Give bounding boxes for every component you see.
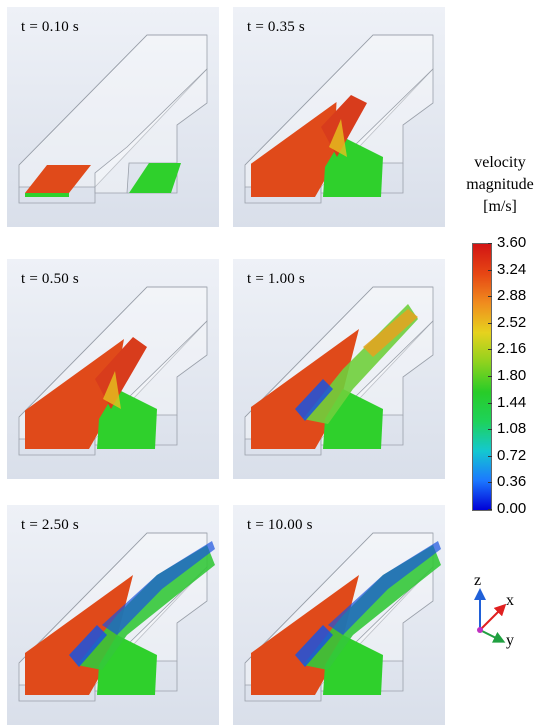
flow-geometry-1	[244, 34, 434, 204]
channel-edge	[18, 439, 96, 456]
colorbar-tick-mark	[488, 402, 492, 404]
channel-edge	[18, 685, 96, 702]
channel-edge	[244, 286, 433, 418]
main-flow-red	[251, 102, 337, 197]
flow-geometry-0	[18, 34, 208, 204]
low-velocity-region	[295, 379, 333, 421]
axis-y-label: y	[506, 632, 514, 649]
velocity-colorbar	[472, 243, 492, 511]
mixing-plume	[77, 545, 215, 670]
channel-edge	[244, 439, 322, 456]
flow-geometry-2	[18, 286, 208, 456]
colorbar-tick-mark	[488, 376, 492, 377]
colorbar-tick-mark	[488, 509, 492, 510]
colorbar-tick-label: 0.72	[497, 446, 527, 464]
flow-geometry-3	[244, 286, 434, 456]
channel-edge	[244, 685, 322, 702]
panel-t-0-10: t = 0.10 s	[7, 7, 219, 227]
panel-time-label: t = 1.00 s	[247, 271, 305, 287]
colorbar-tick-label: 0.36	[497, 473, 527, 491]
branch-inlet-flow	[129, 163, 181, 193]
legend-title-line-2: magnitude	[466, 176, 534, 193]
low-velocity-region	[295, 625, 333, 667]
inlet-edge	[25, 193, 69, 197]
colorbar-tick-mark	[488, 429, 492, 431]
panel-t-2-50: t = 2.50 s	[7, 505, 219, 725]
colorbar-tick-mark	[488, 269, 492, 271]
panel-t-0-35: t = 0.35 s	[233, 7, 445, 227]
main-inlet-flow	[25, 165, 91, 193]
axis-x-label: x	[506, 592, 514, 609]
wall-low-velocity	[328, 541, 441, 635]
channel-edge	[18, 34, 207, 166]
wall-low-velocity	[102, 541, 215, 635]
panel-time-label: t = 2.50 s	[21, 517, 79, 533]
axis-z-label: z	[474, 572, 482, 589]
colorbar-tick-mark	[488, 322, 492, 324]
colorbar-tick-label: 0.00	[497, 500, 527, 517]
legend-title-line-1: velocity	[474, 154, 526, 171]
colorbar-tick-label: 1.08	[497, 420, 527, 438]
channel-edge	[244, 187, 322, 204]
jet-shear-layer	[103, 371, 121, 409]
panel-time-label: t = 0.35 s	[247, 19, 305, 35]
colorbar-tick-label: 3.60	[497, 234, 527, 251]
mixing-plume	[303, 545, 441, 670]
panel-time-label: t = 0.50 s	[21, 271, 79, 287]
channel-edge	[244, 532, 433, 664]
colorbar-tick-mark	[488, 243, 492, 244]
colorbar-tick-label: 3.24	[497, 260, 527, 278]
axes-triad: z x y	[468, 570, 538, 655]
colorbar-tick-label: 1.44	[497, 393, 527, 411]
panel-t-1-00: t = 1.00 s	[233, 259, 445, 479]
branch-outline	[94, 68, 208, 194]
panel-t-10-00: t = 10.00 s	[233, 505, 445, 725]
colorbar-tick-mark	[488, 482, 492, 484]
panel-time-label: t = 0.10 s	[21, 19, 79, 35]
colorbar-tick-mark	[488, 349, 492, 351]
legend-title-line-3: [m/s]	[483, 198, 517, 215]
panel-time-label: t = 10.00 s	[247, 517, 313, 533]
channel-edge	[244, 34, 433, 166]
colorbar-tick-label: 2.88	[497, 287, 527, 305]
low-velocity-region	[69, 625, 107, 667]
colorbar-tick-label: 1.80	[497, 367, 527, 384]
jet-shear-layer	[329, 119, 347, 157]
colorbar-tick-mark	[488, 296, 492, 298]
channel-edge	[18, 286, 207, 418]
channel-edge	[18, 187, 96, 204]
panel-t-0-50: t = 0.50 s	[7, 259, 219, 479]
colorbar-tick-mark	[488, 455, 492, 457]
plume-fast-region	[363, 309, 418, 357]
colorbar-tick-label: 2.52	[497, 313, 527, 331]
axes-icon	[474, 588, 507, 643]
flow-geometry-5	[244, 532, 441, 702]
channel-edge	[18, 532, 207, 664]
flow-geometry-4	[18, 532, 215, 702]
colorbar-tick-label: 2.16	[497, 340, 527, 358]
